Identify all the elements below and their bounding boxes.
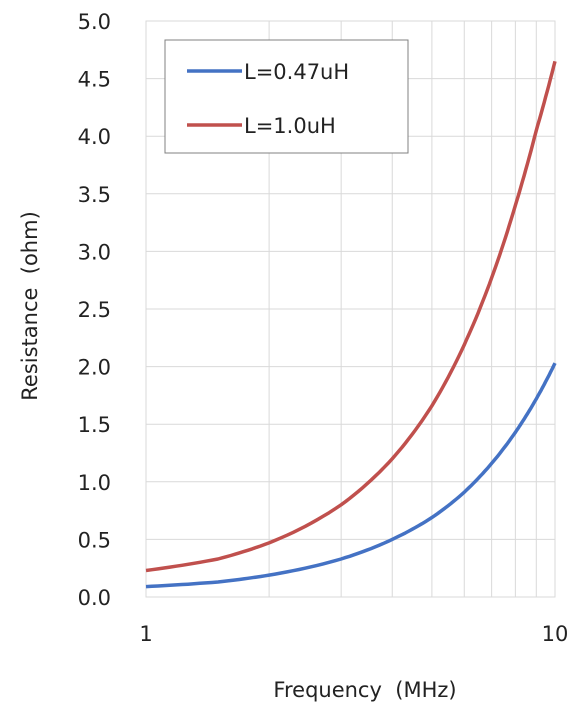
series-line-l10: [145, 60, 557, 573]
x-axis-tick-labels: 1 10: [139, 622, 568, 646]
x-axis-title: Frequency (MHz): [273, 678, 456, 702]
y-tick-label: 0.5: [78, 528, 111, 552]
y-axis-title: Resistance (ohm): [18, 211, 42, 401]
y-axis-tick-labels: 0.0 0.5 1.0 1.5 2.0 2.5 3.0 3.5 4.0 4.5 5.0: [78, 10, 111, 610]
y-tick-label: 0.0: [78, 586, 111, 610]
legend: L=0.47uH L=1.0uH: [164, 39, 409, 154]
legend-box: [164, 39, 409, 154]
y-tick-label: 1.5: [78, 413, 111, 437]
y-tick-label: 2.5: [78, 298, 111, 322]
y-tick-label: 5.0: [78, 10, 111, 34]
legend-label-l047: L=0.47uH: [244, 60, 349, 84]
y-tick-label: 3.0: [78, 240, 111, 264]
series-line-l047: [145, 362, 557, 589]
y-tick-label: 3.5: [78, 183, 111, 207]
y-tick-label: 4.5: [78, 68, 111, 92]
y-tick-label: 1.0: [78, 471, 111, 495]
legend-label-l10: L=1.0uH: [244, 114, 336, 138]
y-tick-label: 2.0: [78, 356, 111, 380]
series-lines: [145, 60, 557, 589]
plot-border: [145, 20, 556, 598]
x-tick-label: 1: [139, 622, 152, 646]
y-tick-label: 4.0: [78, 125, 111, 149]
x-tick-label: 10: [542, 622, 569, 646]
plot-area: [145, 20, 556, 598]
